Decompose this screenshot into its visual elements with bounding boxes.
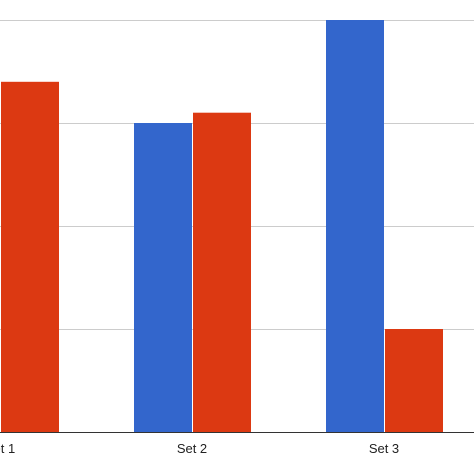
bar-set-3-series-2	[385, 329, 443, 432]
x-axis-tick-labels: Set 1 Set 2 Set 3	[0, 441, 399, 456]
bar-set-2-series-2	[193, 112, 251, 432]
bars	[1, 20, 443, 433]
x-tick-label-set-3: Set 3	[369, 441, 399, 456]
x-tick-label-set-1: Set 1	[0, 441, 15, 456]
bar-set-1-series-2	[1, 81, 59, 433]
bar-set-3-series-1	[326, 20, 384, 432]
bar-set-2-series-1	[134, 123, 192, 432]
x-tick-label-set-2: Set 2	[177, 441, 207, 456]
